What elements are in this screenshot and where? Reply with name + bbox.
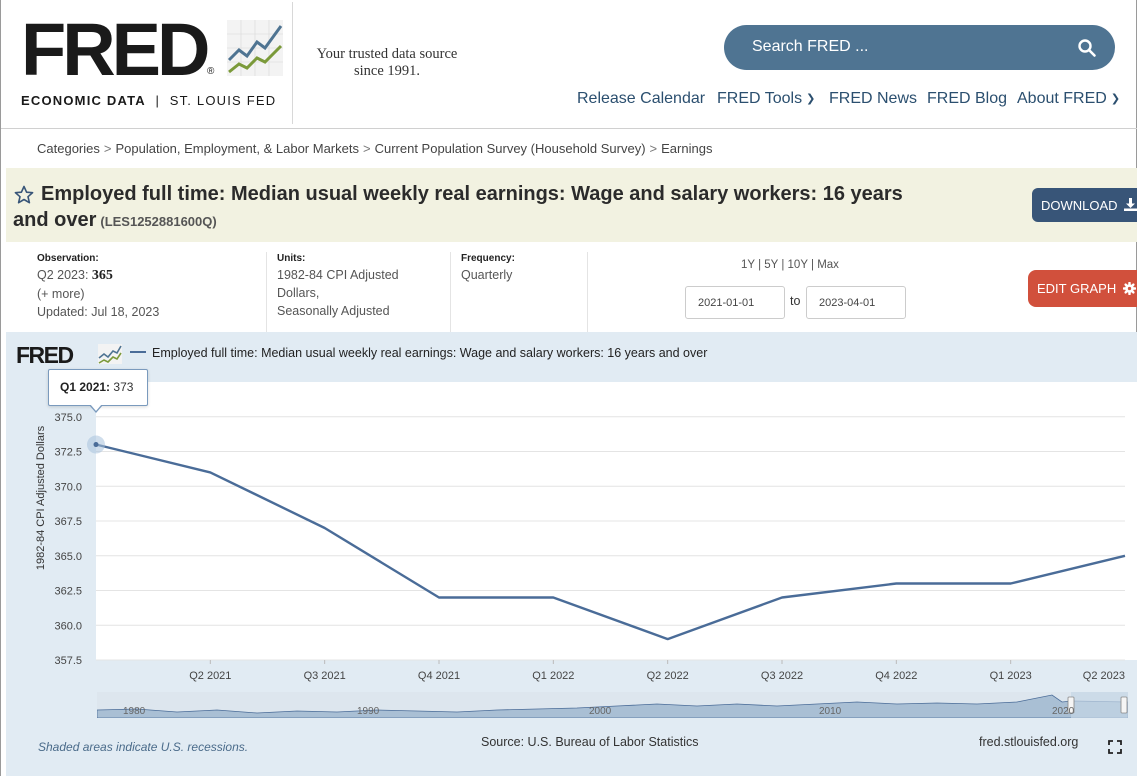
fullscreen-icon[interactable] xyxy=(1108,740,1122,754)
navigator-label: 1990 xyxy=(357,706,380,717)
breadcrumb-item-cps[interactable]: Current Population Survey (Household Sur… xyxy=(374,141,646,156)
range-1y[interactable]: 1Y xyxy=(741,259,755,271)
navigator-label: 2000 xyxy=(589,706,612,717)
search-icon[interactable] xyxy=(1077,38,1097,58)
range-max[interactable]: Max xyxy=(817,259,839,271)
gear-icon xyxy=(1122,281,1137,296)
download-button[interactable]: DOWNLOAD xyxy=(1032,188,1137,222)
tagline: Your trusted data source since 1991. xyxy=(316,46,458,79)
logo-graph-icon xyxy=(227,20,283,76)
search-input[interactable] xyxy=(752,35,1052,59)
search-box xyxy=(724,25,1115,70)
logo-subtitle: ECONOMIC DATA | ST. LOUIS FED xyxy=(21,93,277,108)
header-rule xyxy=(1,128,1137,129)
nav-fred-tools[interactable]: FRED Tools ❯ xyxy=(717,90,816,107)
nav-about-fred[interactable]: About FRED ❯ xyxy=(1017,90,1121,107)
chart-tooltip: Q1 2021: 373 xyxy=(48,369,148,406)
more-link[interactable]: (+ more) xyxy=(37,287,85,301)
end-date-input[interactable]: 2023-04-01 xyxy=(806,286,906,319)
units-block: Units: 1982-84 CPI Adjusted Dollars, Sea… xyxy=(277,253,399,318)
observation-value: 365 xyxy=(91,268,113,283)
navigator-label: 2020 xyxy=(1052,706,1075,717)
registered-mark: ® xyxy=(207,66,215,77)
chart-logo-graph-icon xyxy=(98,344,122,364)
chart-source: Source: U.S. Bureau of Labor Statistics xyxy=(481,735,699,749)
nav-fred-blog[interactable]: FRED Blog xyxy=(927,90,1008,107)
logo-wordmark: FRED xyxy=(21,8,210,91)
plot-area[interactable] xyxy=(96,382,1137,660)
series-title-band: Employed full time: Median usual weekly … xyxy=(6,168,1137,242)
breadcrumb-item-earnings[interactable]: Earnings xyxy=(661,141,713,156)
edit-graph-button[interactable]: EDIT GRAPH xyxy=(1028,270,1137,307)
chart-fred-logo: FRED xyxy=(16,342,74,368)
chevron-down-icon: ❯ xyxy=(806,93,816,105)
start-date-input[interactable]: 2021-01-01 xyxy=(685,286,785,319)
download-icon xyxy=(1124,198,1137,211)
breadcrumb: Categories > Population, Employment, & Lab… xyxy=(37,141,713,156)
range-10y[interactable]: 10Y xyxy=(787,259,808,271)
meta-divider xyxy=(587,252,588,332)
breadcrumb-item-categories[interactable]: Categories xyxy=(37,141,100,156)
date-to-label: to xyxy=(790,294,801,308)
frequency-block: Frequency: Quarterly xyxy=(461,253,515,282)
chevron-down-icon: ❯ xyxy=(1110,93,1121,105)
meta-divider xyxy=(450,252,451,332)
header-divider xyxy=(292,2,293,124)
star-icon[interactable] xyxy=(14,185,34,205)
updated-date: Updated: Jul 18, 2023 xyxy=(37,305,160,319)
navigator-label: 2010 xyxy=(819,706,842,717)
recession-note: Shaded areas indicate U.S. recessions. xyxy=(38,740,249,754)
observation-block: Observation: Q2 2023: 365 (+ more) Updat… xyxy=(37,253,160,319)
range-navigator[interactable]: 1980 1990 2000 2010 2020 xyxy=(97,692,1128,718)
series-title: Employed full time: Median usual weekly … xyxy=(41,183,903,205)
series-code: (LES1252881600Q) xyxy=(100,214,217,229)
range-selector: 1Y | 5Y | 10Y | Max xyxy=(741,259,839,271)
meta-divider xyxy=(266,252,267,332)
nav-fred-news[interactable]: FRED News xyxy=(829,90,918,107)
chart-site-link[interactable]: fred.stlouisfed.org xyxy=(979,735,1079,749)
legend-swatch xyxy=(130,350,146,353)
y-axis-label: 1982-84 CPI Adjusted Dollars xyxy=(35,425,47,571)
chart-legend: Employed full time: Median usual weekly … xyxy=(130,346,707,360)
nav-release-calendar[interactable]: Release Calendar xyxy=(577,90,706,107)
navigator-label: 1980 xyxy=(123,706,146,717)
tooltip-arrow-fill xyxy=(90,404,102,411)
fred-logo[interactable]: FRED ® ECONOMIC DATA | ST. LOUIS FED xyxy=(21,8,291,118)
series-title-continued: and over (LES1252881600Q) xyxy=(13,209,217,231)
range-5y[interactable]: 5Y xyxy=(764,259,779,271)
breadcrumb-item-population[interactable]: Population, Employment, & Labor Markets xyxy=(115,141,359,156)
